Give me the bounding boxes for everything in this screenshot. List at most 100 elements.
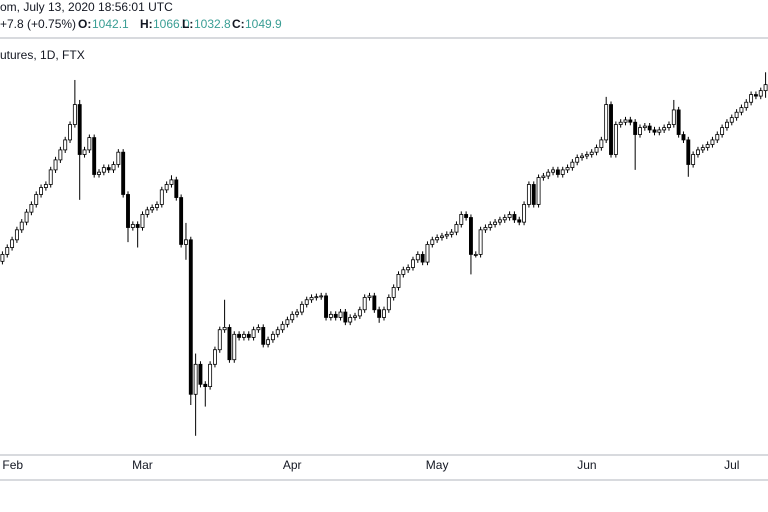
candle-body (314, 296, 319, 299)
candle-body (526, 184, 531, 205)
high-label: H: (140, 17, 153, 31)
candle-body (179, 197, 184, 245)
candle-body (411, 259, 415, 268)
candle-body (343, 311, 348, 323)
candle-body (145, 209, 150, 215)
candle-body (19, 221, 24, 231)
low-value: 1032.8 (194, 17, 231, 31)
candle-body (280, 323, 285, 331)
chart-subtitle: utures, 1D, FTX (0, 48, 85, 62)
candle-body (628, 119, 633, 123)
candle-body (420, 254, 425, 263)
candle-body (623, 119, 628, 123)
close-label: C: (232, 17, 245, 31)
candle-body (174, 179, 179, 198)
candle-body (188, 239, 193, 395)
change: +7.8 (+0.75%) (0, 17, 76, 31)
candle-body (126, 194, 130, 228)
candle-body (425, 244, 430, 263)
candle-body (724, 121, 729, 129)
candle-body (39, 187, 44, 195)
candle-body (87, 137, 92, 151)
candle-body (671, 109, 676, 125)
candle-body (517, 219, 522, 223)
candle-body (212, 349, 217, 365)
candle-body (68, 124, 72, 141)
candle-body (430, 239, 435, 245)
candle-body (237, 333, 242, 338)
candle-body (749, 94, 754, 103)
candle-body (362, 297, 367, 311)
candle-body (208, 363, 213, 388)
candle-body (551, 169, 556, 173)
candle-body (338, 311, 343, 318)
candle-body (164, 184, 169, 191)
high-value: 1066.0 (153, 17, 190, 31)
candle-body (696, 149, 700, 155)
candle-body (758, 90, 763, 97)
candle-body (633, 121, 638, 135)
symbol-line: om, July 13, 2020 18:56:01 UTC (0, 0, 173, 14)
open-label: O: (78, 17, 91, 31)
candle-body (135, 224, 140, 228)
candle-body (502, 217, 507, 221)
candle-body (531, 184, 536, 205)
candle-body (285, 319, 290, 325)
candle-body (116, 151, 121, 165)
candle-body (106, 167, 111, 171)
candle-body (357, 309, 362, 317)
candle-body (150, 207, 155, 211)
candle-body (575, 157, 580, 163)
candle-body (299, 303, 304, 313)
candle-body (63, 139, 68, 151)
candle-body (642, 125, 647, 129)
candle-body (570, 161, 575, 168)
candle-body (681, 134, 686, 141)
candle-body (763, 84, 768, 92)
candle-body (618, 121, 623, 125)
candle-body (48, 169, 53, 185)
candle-body (0, 254, 5, 262)
candle-body (227, 327, 232, 361)
candle-body (415, 254, 420, 261)
candle-body (319, 295, 324, 298)
candle-body (541, 175, 546, 178)
candle-body (275, 329, 280, 335)
candle-body (29, 204, 34, 213)
candle-body (444, 234, 449, 237)
candle-body (599, 139, 604, 148)
candle-body (367, 295, 372, 298)
candle-body (295, 311, 300, 315)
candle-body (440, 235, 444, 238)
candle-body (256, 327, 261, 331)
candle-body (92, 137, 97, 175)
candle-body (705, 144, 710, 148)
candle-body (522, 204, 527, 223)
candle-body (377, 309, 382, 318)
candle-body (729, 117, 734, 123)
candle-body (662, 127, 667, 131)
x-tick-label: Feb (2, 458, 23, 472)
candle-body (324, 295, 328, 318)
candle-body (348, 317, 353, 323)
candle-body (546, 171, 551, 177)
candle-body (580, 155, 584, 158)
candle-body (667, 124, 671, 129)
low-label: L: (182, 17, 193, 31)
x-tick-label: Jul (724, 458, 739, 472)
x-tick-label: Apr (283, 458, 302, 472)
candle-body (261, 327, 266, 345)
candle-body (507, 214, 512, 218)
candle-body (739, 107, 744, 113)
candle-body (222, 327, 227, 331)
candle-body (159, 189, 164, 205)
candle-body (130, 224, 135, 228)
candle-body (613, 124, 618, 155)
candle-body (169, 179, 174, 185)
candle-body (468, 217, 473, 255)
candle-body (372, 295, 377, 311)
candle-body (473, 254, 478, 256)
candle-body (710, 139, 715, 145)
